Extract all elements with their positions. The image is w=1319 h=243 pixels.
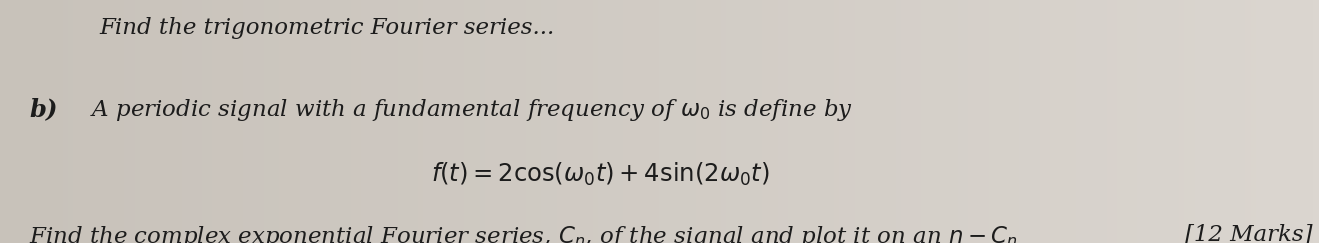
Text: [12 Marks]: [12 Marks]: [1184, 224, 1312, 243]
Text: Find the complex exponential Fourier series, $C_n$, of the signal and plot it on: Find the complex exponential Fourier ser…: [29, 224, 1018, 243]
Text: b): b): [29, 97, 58, 121]
Text: A periodic signal with a fundamental frequency of $\omega_0$ is define by: A periodic signal with a fundamental fre…: [90, 97, 852, 123]
Text: $f(t) = 2\cos(\omega_0 t) + 4\sin(2\omega_0 t)$: $f(t) = 2\cos(\omega_0 t) + 4\sin(2\omeg…: [431, 160, 769, 188]
Text: Find the trigonometric Fourier series...: Find the trigonometric Fourier series...: [99, 17, 554, 39]
